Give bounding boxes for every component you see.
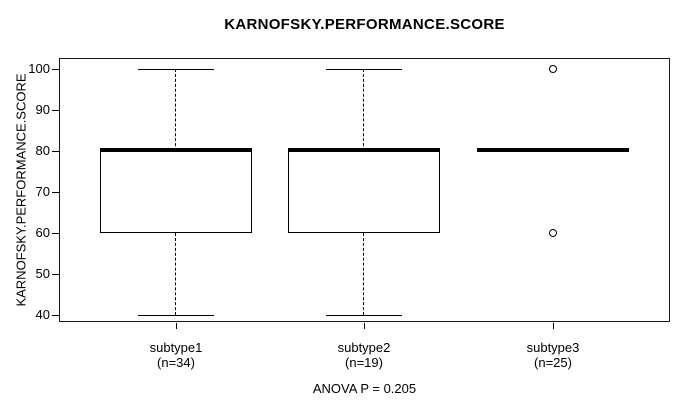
y-tick-mark <box>52 150 59 152</box>
x-tick-mark <box>552 323 554 329</box>
iqr-box <box>288 151 440 233</box>
median-line <box>288 148 440 152</box>
whisker-line-upper <box>363 69 364 151</box>
x-tick-mark <box>363 323 365 329</box>
whisker-cap-upper <box>138 68 214 70</box>
plot-frame <box>59 58 670 322</box>
whisker-cap-lower <box>138 314 214 316</box>
y-tick-label: 60 <box>35 225 50 240</box>
x-group-label: subtype3 (n=25) <box>483 340 623 370</box>
y-tick-label: 50 <box>35 266 50 281</box>
y-tick-label: 70 <box>35 184 50 199</box>
y-tick-mark <box>52 191 59 193</box>
x-group-sublabel: (n=34) <box>157 355 195 370</box>
whisker-cap-lower <box>326 314 402 316</box>
y-tick-label: 100 <box>28 61 50 76</box>
whisker-line-lower <box>175 233 176 315</box>
outlier-point <box>549 229 557 237</box>
x-group-label: subtype1 (n=34) <box>106 340 246 370</box>
chart-title: KARNOFSKY.PERFORMANCE.SCORE <box>224 16 505 33</box>
whisker-line-upper <box>175 69 176 151</box>
y-tick-mark <box>52 68 59 70</box>
y-tick-label: 80 <box>35 143 50 158</box>
whisker-line-lower <box>363 233 364 315</box>
x-tick-mark <box>175 323 177 329</box>
median-line <box>100 148 252 152</box>
y-tick-mark <box>52 232 59 234</box>
y-tick-label: 40 <box>35 307 50 322</box>
anova-annotation: ANOVA P = 0.205 <box>312 381 417 396</box>
y-tick-mark <box>52 314 59 316</box>
y-tick-mark <box>52 109 59 111</box>
y-tick-label: 90 <box>35 102 50 117</box>
iqr-box <box>100 151 252 233</box>
x-group-sublabel: (n=25) <box>534 355 572 370</box>
outlier-point <box>549 65 557 73</box>
median-line <box>477 148 629 152</box>
x-group-sublabel: (n=19) <box>345 355 383 370</box>
whisker-cap-upper <box>326 68 402 70</box>
x-group-label: subtype2 (n=19) <box>294 340 434 370</box>
y-tick-mark <box>52 273 59 275</box>
